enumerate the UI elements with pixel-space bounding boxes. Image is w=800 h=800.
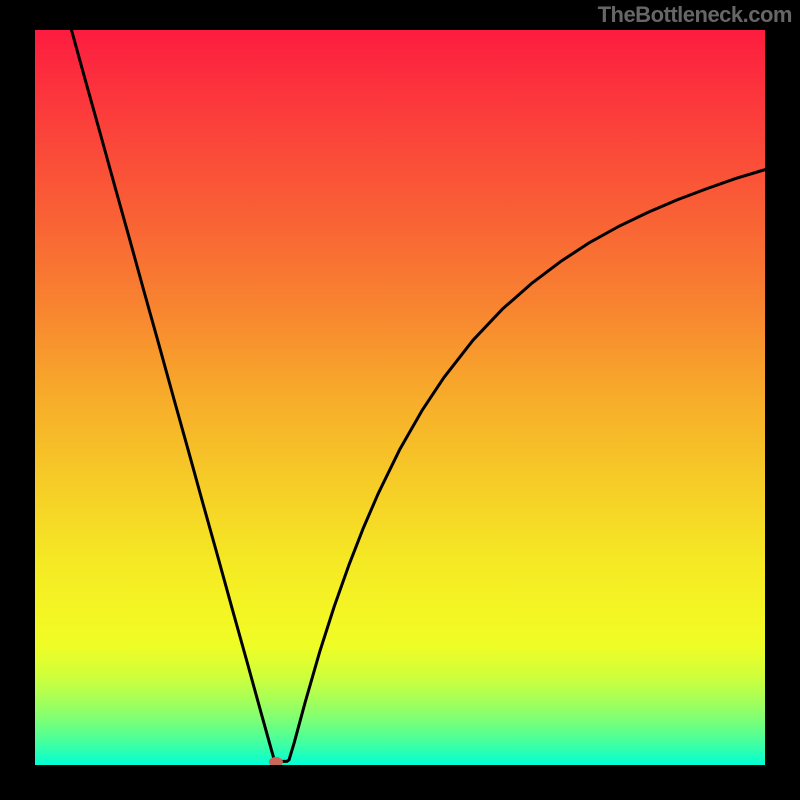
chart-container: TheBottleneck.com xyxy=(0,0,800,800)
watermark-label: TheBottleneck.com xyxy=(598,2,792,28)
gradient-and-curve xyxy=(35,30,765,765)
plot-area xyxy=(35,30,765,765)
